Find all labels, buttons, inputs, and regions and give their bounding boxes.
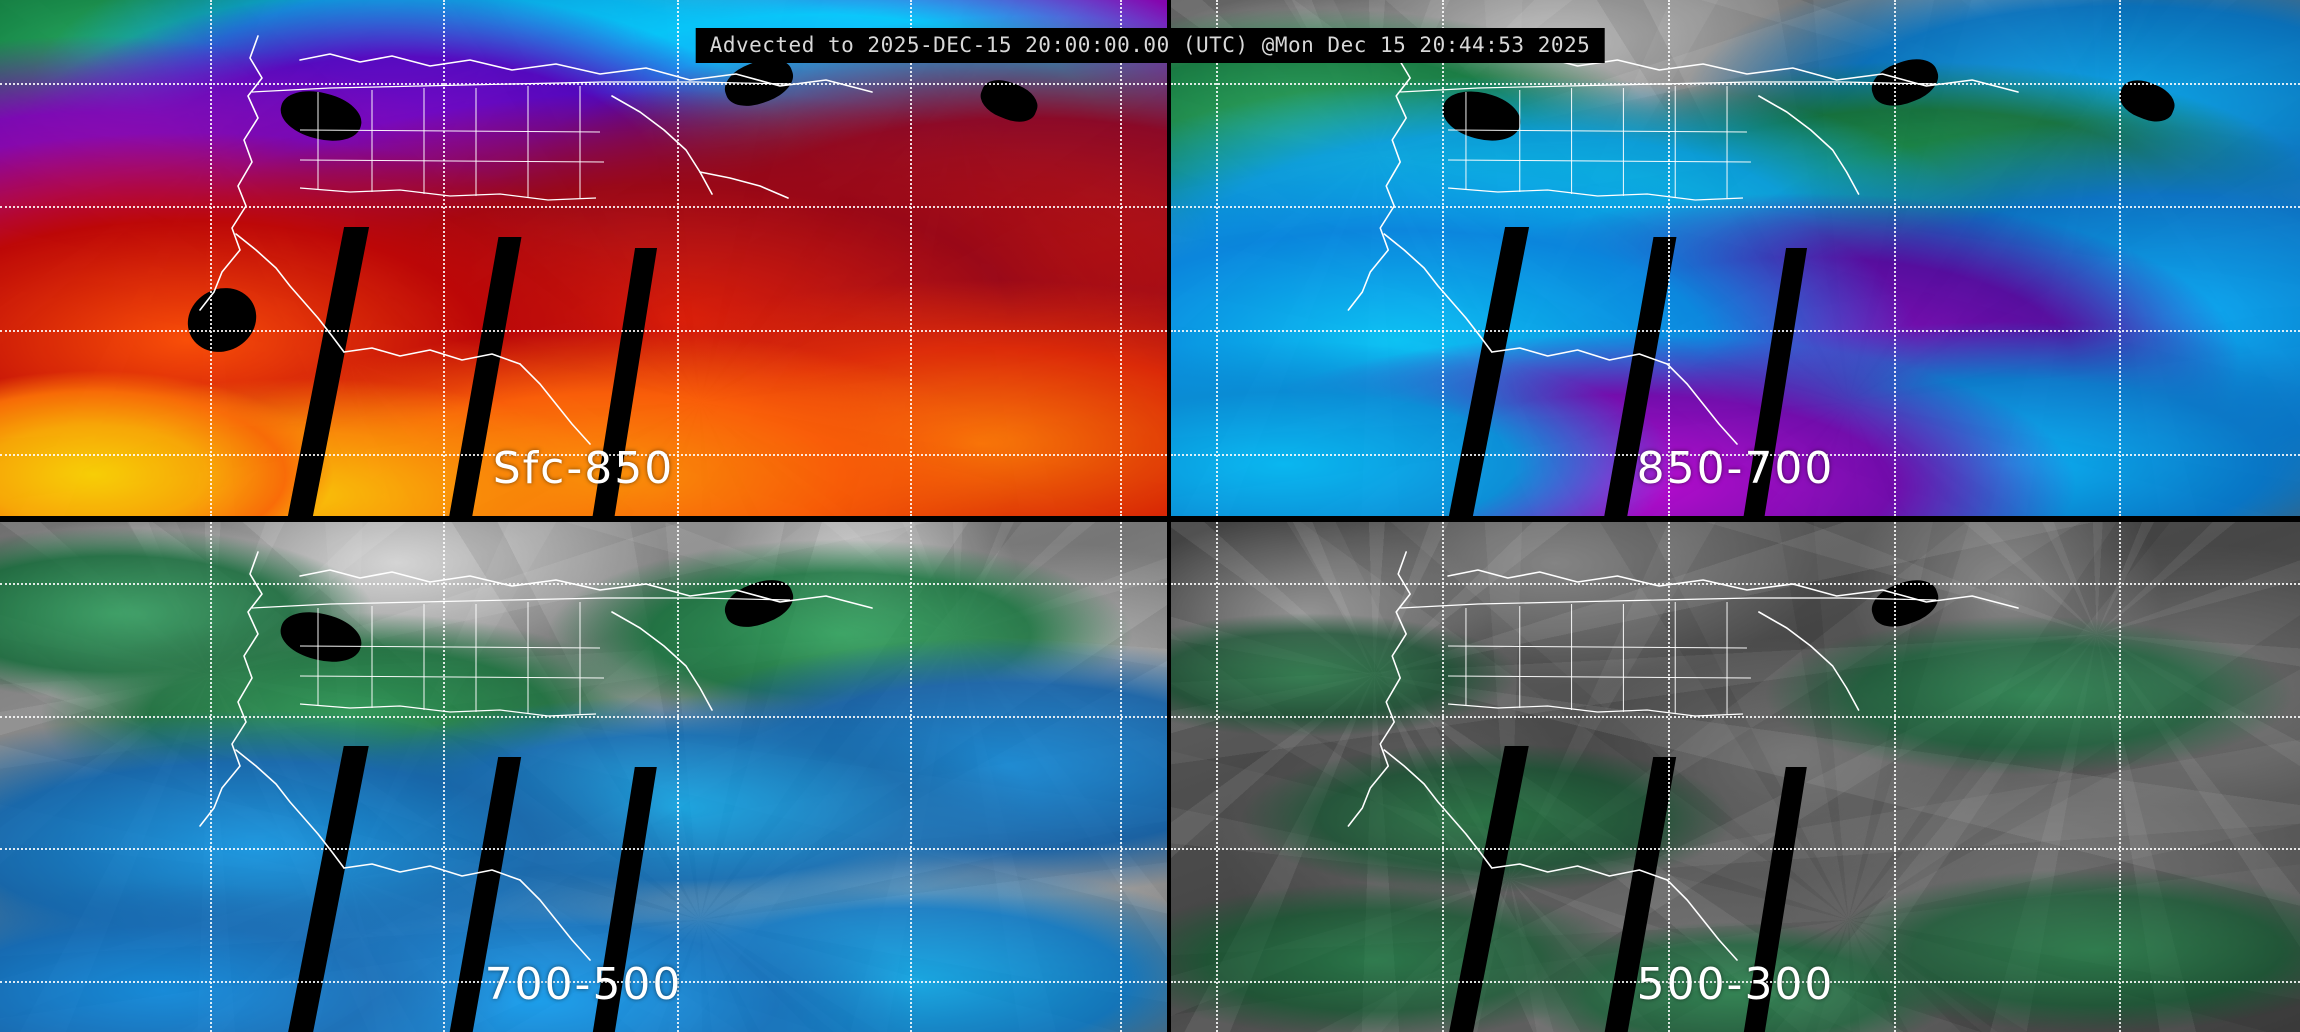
moisture-color-layer (1171, 522, 2300, 1032)
moisture-color-layer (1171, 0, 2300, 516)
imagery-850-700 (1171, 0, 2300, 516)
product-title-banner: Advected to 2025-DEC-15 20:00:00.00 (UTC… (695, 28, 1605, 63)
panel-850-700[interactable]: 850-700 (1167, 0, 2300, 516)
imagery-700-500 (0, 522, 1167, 1032)
imagery-sfc-850 (0, 0, 1167, 516)
panel-700-500[interactable]: 700-500 (0, 516, 1167, 1032)
imagery-500-300 (1171, 522, 2300, 1032)
moisture-color-layer (0, 522, 1167, 1032)
panel-500-300[interactable]: 500-300 (1167, 516, 2300, 1032)
moisture-color-layer (0, 0, 1167, 516)
panel-sfc-850[interactable]: Sfc-850 (0, 0, 1167, 516)
